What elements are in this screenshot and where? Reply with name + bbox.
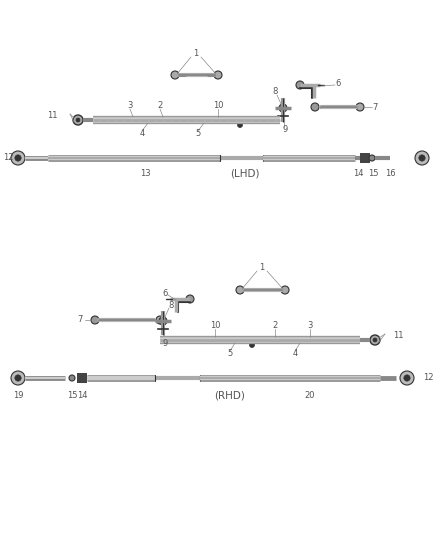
Text: 5: 5 <box>227 350 233 359</box>
Text: (RHD): (RHD) <box>215 391 245 401</box>
Circle shape <box>419 155 425 161</box>
Text: 12: 12 <box>423 374 434 383</box>
Circle shape <box>311 103 319 111</box>
Text: 14: 14 <box>353 169 363 179</box>
Text: 15: 15 <box>67 392 77 400</box>
Circle shape <box>15 375 21 381</box>
Text: 14: 14 <box>77 392 87 400</box>
Circle shape <box>404 375 410 381</box>
Circle shape <box>279 104 287 112</box>
Text: 9: 9 <box>162 338 168 348</box>
Text: 4: 4 <box>139 130 145 139</box>
Circle shape <box>91 316 99 324</box>
Text: 11: 11 <box>393 332 403 341</box>
Circle shape <box>236 286 244 294</box>
Circle shape <box>159 317 167 325</box>
Text: 15: 15 <box>368 169 378 179</box>
Circle shape <box>373 338 377 342</box>
Text: 5: 5 <box>195 130 201 139</box>
Text: 12: 12 <box>4 154 14 163</box>
Circle shape <box>237 123 243 127</box>
Text: 7: 7 <box>78 316 83 325</box>
Text: 20: 20 <box>305 392 315 400</box>
Circle shape <box>156 316 164 324</box>
Circle shape <box>356 103 364 111</box>
Text: 16: 16 <box>385 169 396 179</box>
Bar <box>77 373 87 383</box>
Circle shape <box>186 295 194 303</box>
Text: 4: 4 <box>293 350 298 359</box>
Text: (LHD): (LHD) <box>230 169 260 179</box>
Text: 6: 6 <box>162 289 168 298</box>
Circle shape <box>281 286 289 294</box>
Text: 13: 13 <box>140 169 150 179</box>
Circle shape <box>11 151 25 165</box>
Text: 8: 8 <box>272 87 278 96</box>
Circle shape <box>369 155 375 161</box>
Circle shape <box>171 71 179 79</box>
Circle shape <box>415 151 429 165</box>
Text: 11: 11 <box>47 111 58 120</box>
Circle shape <box>400 371 414 385</box>
Bar <box>360 153 370 163</box>
Circle shape <box>69 375 75 381</box>
Text: 2: 2 <box>157 101 162 110</box>
Circle shape <box>11 371 25 385</box>
Text: 1: 1 <box>193 49 198 58</box>
Text: 8: 8 <box>168 301 174 310</box>
Circle shape <box>15 155 21 161</box>
Circle shape <box>73 115 83 125</box>
Text: 1: 1 <box>259 263 265 272</box>
Text: 3: 3 <box>307 321 313 330</box>
Circle shape <box>250 343 254 348</box>
Text: 7: 7 <box>372 102 378 111</box>
Circle shape <box>370 335 380 345</box>
Text: 2: 2 <box>272 321 278 330</box>
Text: 6: 6 <box>336 79 341 88</box>
Text: 3: 3 <box>127 101 133 110</box>
Text: 9: 9 <box>283 125 288 134</box>
Circle shape <box>296 81 304 89</box>
Text: 10: 10 <box>210 321 220 330</box>
Text: 19: 19 <box>13 392 23 400</box>
Text: 10: 10 <box>213 101 223 110</box>
Circle shape <box>214 71 222 79</box>
Circle shape <box>76 118 80 122</box>
